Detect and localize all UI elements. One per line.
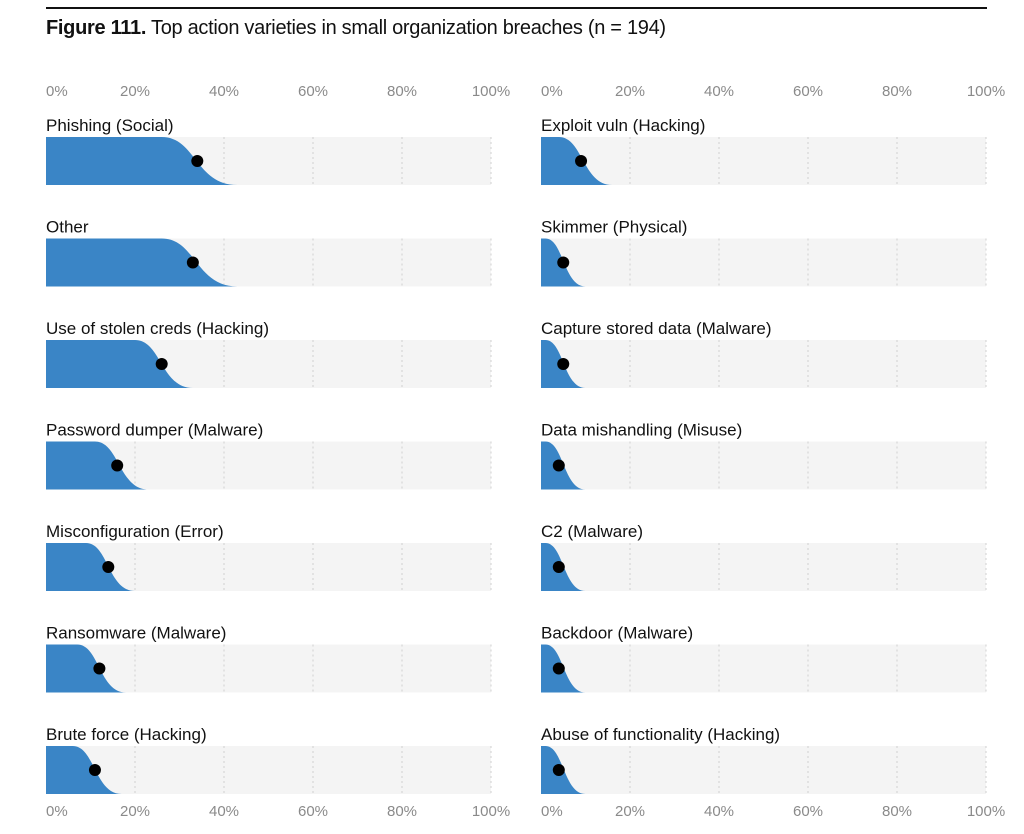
point-estimate-dot <box>557 358 570 370</box>
point-estimate-dot <box>93 662 106 675</box>
chart-row: C2 (Malware) <box>541 522 987 591</box>
point-estimate-dot <box>111 459 124 472</box>
category-label: Phishing (Social) <box>46 116 174 135</box>
title-rule <box>46 7 987 9</box>
top-tick-label-left: 0% <box>46 83 68 100</box>
interval-band <box>46 543 135 591</box>
top-tick-label-right: 100% <box>967 83 1005 100</box>
point-estimate-dot <box>557 256 570 269</box>
chart-row: Brute force (Hacking) <box>46 725 492 794</box>
point-estimate-dot <box>191 155 204 167</box>
bottom-tick-label-left: 100% <box>472 803 510 820</box>
row-track <box>46 543 491 591</box>
top-tick-label-left: 80% <box>387 83 417 100</box>
top-tick-label-left: 60% <box>298 83 328 100</box>
top-tick-label-right: 40% <box>704 83 734 100</box>
category-label: Abuse of functionality (Hacking) <box>541 725 780 744</box>
category-label: Skimmer (Physical) <box>541 218 687 237</box>
point-estimate-dot <box>186 256 199 269</box>
interval-band <box>46 746 122 794</box>
bottom-tick-label-left: 40% <box>209 803 239 820</box>
chart-row: Abuse of functionality (Hacking) <box>541 725 987 794</box>
figure-label: Figure 111. <box>46 17 147 39</box>
figure-title: Figure 111. Top action varieties in smal… <box>46 17 666 40</box>
point-estimate-dot <box>155 358 168 370</box>
bottom-tick-label-right: 80% <box>882 803 912 820</box>
bottom-tick-label-right: 40% <box>704 803 734 820</box>
row-track <box>541 543 986 591</box>
row-track <box>541 441 986 490</box>
chart-row: Ransomware (Malware) <box>46 624 492 693</box>
interval-band <box>46 340 193 388</box>
chart-row: Skimmer (Physical) <box>541 218 987 287</box>
bottom-tick-label-left: 20% <box>120 803 150 820</box>
category-label: Backdoor (Malware) <box>541 624 693 643</box>
top-tick-label-left: 100% <box>472 83 510 100</box>
bottom-tick-label-right: 0% <box>541 803 563 820</box>
top-tick-label-right: 80% <box>882 83 912 100</box>
row-track <box>541 644 986 693</box>
bottom-tick-label-right: 20% <box>615 803 645 820</box>
figure-title-text: Top action varieties in small organizati… <box>151 17 666 39</box>
category-label: Misconfiguration (Error) <box>46 522 224 541</box>
row-track <box>541 238 986 287</box>
chart-row: Phishing (Social) <box>46 116 492 185</box>
chart-row: Use of stolen creds (Hacking) <box>46 319 492 388</box>
category-label: Data mishandling (Misuse) <box>541 421 742 440</box>
point-estimate-dot <box>552 662 565 675</box>
interval-band <box>46 137 238 185</box>
category-label: Exploit vuln (Hacking) <box>541 116 705 135</box>
bottom-tick-label-left: 60% <box>298 803 328 820</box>
point-estimate-dot <box>552 561 565 573</box>
chart-row: Capture stored data (Malware) <box>541 319 987 388</box>
category-label: C2 (Malware) <box>541 522 643 541</box>
chart-row: Other <box>46 218 492 287</box>
bottom-tick-label-left: 80% <box>387 803 417 820</box>
chart-row: Backdoor (Malware) <box>541 624 987 693</box>
category-label: Password dumper (Malware) <box>46 421 263 440</box>
chart-row: Misconfiguration (Error) <box>46 522 492 591</box>
chart-row: Password dumper (Malware) <box>46 421 492 490</box>
row-track <box>541 746 986 794</box>
chart-panel-left: 0% 0% 20% 20% 40% 40% 60% 60% 80% 80% 100% 100% Phis… <box>46 83 510 820</box>
chart-row: Exploit vuln (Hacking) <box>541 116 987 185</box>
top-tick-label-left: 20% <box>120 83 150 100</box>
point-estimate-dot <box>575 155 588 167</box>
bottom-tick-label-left: 0% <box>46 803 68 820</box>
interval-band <box>46 238 238 287</box>
point-estimate-dot <box>552 459 565 472</box>
point-estimate-dot <box>88 764 101 776</box>
row-track <box>541 137 986 185</box>
row-track <box>541 340 986 388</box>
bottom-tick-label-right: 100% <box>967 803 1005 820</box>
top-tick-label-right: 0% <box>541 83 563 100</box>
chart-row: Data mishandling (Misuse) <box>541 421 987 490</box>
chart-panel-right: 0% 0% 20% 20% 40% 40% 60% 60% 80% 80% 100% 100% Expl… <box>541 83 1005 820</box>
top-tick-label-left: 40% <box>209 83 239 100</box>
top-tick-label-right: 20% <box>615 83 645 100</box>
top-tick-label-right: 60% <box>793 83 823 100</box>
category-label: Use of stolen creds (Hacking) <box>46 319 269 338</box>
interval-band <box>46 441 149 490</box>
row-track <box>46 644 491 693</box>
point-estimate-dot <box>552 764 565 776</box>
category-label: Other <box>46 218 89 237</box>
category-label: Capture stored data (Malware) <box>541 319 772 338</box>
bottom-tick-label-right: 60% <box>793 803 823 820</box>
row-track <box>46 746 491 794</box>
category-label: Brute force (Hacking) <box>46 725 207 744</box>
point-estimate-dot <box>102 561 115 573</box>
interval-band <box>46 644 127 693</box>
category-label: Ransomware (Malware) <box>46 624 226 643</box>
